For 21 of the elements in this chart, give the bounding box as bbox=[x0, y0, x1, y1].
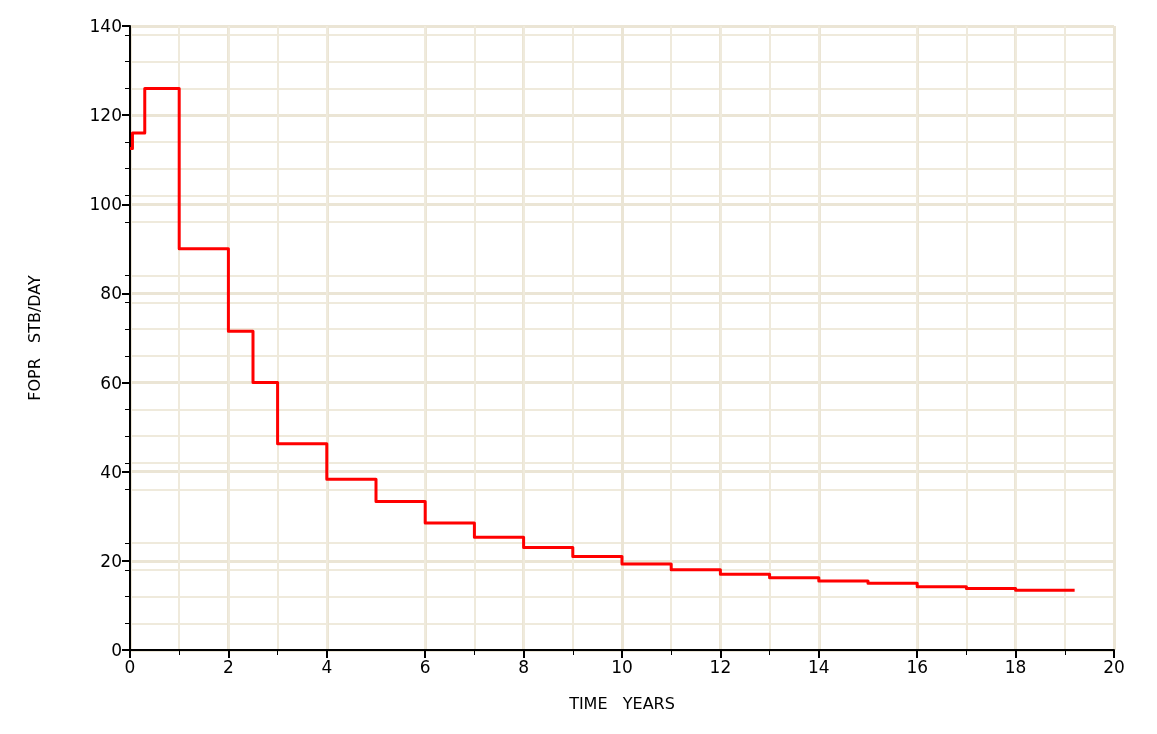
x-tick-label: 14 bbox=[807, 656, 830, 677]
x-tick-label: 20 bbox=[1103, 656, 1125, 677]
y-tick-label: 100 bbox=[89, 194, 122, 215]
y-tick-label: 140 bbox=[89, 16, 122, 36]
y-axis-title: FOPR STB/DAY bbox=[24, 274, 44, 401]
x-tick-label: 18 bbox=[1004, 656, 1027, 677]
x-tick-label: 4 bbox=[321, 656, 333, 677]
y-tick-label: 40 bbox=[100, 461, 122, 482]
x-tick-label: 16 bbox=[906, 656, 929, 677]
y-tick-label: 0 bbox=[111, 640, 122, 660]
x-tick-label: 2 bbox=[222, 656, 234, 677]
y-tick-label: 120 bbox=[89, 105, 122, 126]
x-tick-label: 0 bbox=[124, 656, 136, 677]
x-tick-label: 12 bbox=[709, 656, 732, 677]
y-tick-label: 20 bbox=[100, 550, 122, 571]
x-tick-label: 6 bbox=[419, 656, 431, 677]
x-tick-label: 10 bbox=[611, 656, 633, 677]
y-tick-label: 60 bbox=[100, 372, 122, 393]
x-axis-title: TIME YEARS bbox=[568, 693, 675, 713]
y-tick-label: 80 bbox=[100, 283, 122, 304]
x-tick-label: 8 bbox=[518, 656, 530, 677]
